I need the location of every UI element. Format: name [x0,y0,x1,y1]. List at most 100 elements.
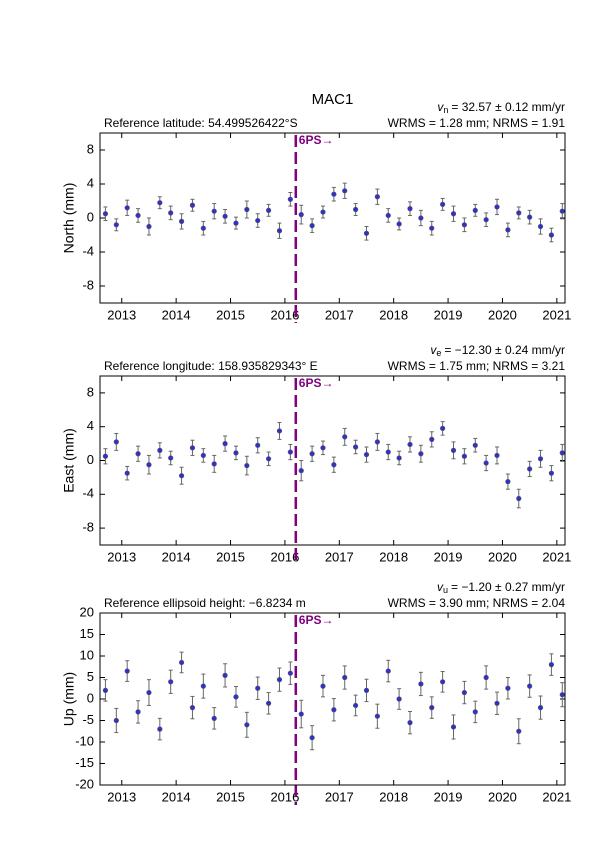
data-point [537,223,544,230]
velocity-text: = −12.30 ± 0.24 mm/yr [444,343,565,357]
stats-label: WRMS = 1.75 mm; NRMS = 3.21 [388,359,566,373]
plot-frame [99,132,566,304]
data-point [320,683,326,689]
data-point [211,715,217,721]
data-point [146,223,152,230]
x-tick-label: 2020 [488,307,517,322]
data-point [527,683,533,689]
plot-frame [99,612,566,786]
data-point [396,455,402,461]
data-point [472,207,478,213]
y-tick-label: -5 [82,712,94,727]
data-point [494,452,500,459]
x-tick-label: 2020 [488,549,517,564]
velocity-text: = −1.20 ± 0.27 mm/yr [451,580,565,594]
data-point [440,201,446,207]
velocity-symbol: v [437,580,444,594]
data-point [374,439,380,445]
velocity-symbol: v [437,100,444,114]
data-point [418,451,424,457]
x-tick-label: 2013 [107,789,136,804]
data-point [157,447,163,453]
data-point [385,668,391,674]
y-axis-label: East (mm) [61,428,77,493]
velocity-label: vu = −1.20 ± 0.27 mm/yr [437,580,565,595]
data-point [353,444,359,450]
data-point [363,687,370,694]
data-point [537,456,544,462]
data-point [178,473,185,479]
event-label: 6PS→ [299,376,334,390]
data-point [483,460,489,466]
velocity-label: ve = −12.30 ± 0.24 mm/yr [430,343,565,358]
x-tick-label: 2021 [542,307,571,322]
data-point [222,213,228,219]
data-point [331,707,337,713]
event-label: 6PS→ [299,133,334,147]
data-point [124,668,130,674]
y-tick-label: 10 [80,647,94,662]
y-tick-label: 0 [87,690,94,705]
data-point [385,212,391,219]
y-axis-label: Up (mm) [61,672,77,726]
data-point [287,449,293,455]
y-tick-label: 0 [87,452,94,467]
data-point [211,461,217,467]
data-point [233,220,239,226]
velocity-subscript: n [443,105,448,115]
data-point [374,713,380,719]
data-point [548,661,555,668]
data-point [113,717,119,724]
x-tick-label: 2016 [270,307,299,322]
data-point [102,453,109,459]
x-tick-label: 2021 [542,789,571,804]
data-point [200,452,206,459]
data-point [189,445,196,451]
data-point [255,442,261,448]
data-point [298,468,304,474]
x-tick-label: 2016 [270,549,299,564]
y-tick-label: -8 [82,520,94,535]
data-point [461,453,467,459]
velocity-subscript: u [443,585,448,595]
data-point [342,188,348,194]
data-point [265,207,272,213]
data-point [124,205,130,211]
y-tick-label: 4 [87,418,94,433]
x-tick-label: 2019 [434,789,463,804]
data-point [102,687,109,694]
data-point [483,674,489,681]
data-point [211,208,217,214]
y-tick-label: -10 [75,733,94,748]
data-point [461,689,467,696]
data-point [200,225,206,231]
data-point [157,200,163,206]
data-point [298,711,304,717]
x-tick-label: 2013 [107,307,136,322]
data-point [396,696,402,702]
data-point [342,434,348,440]
x-tick-label: 2013 [107,549,136,564]
x-tick-label: 2017 [325,549,354,564]
data-point [461,222,467,228]
data-point [320,445,326,451]
data-point [102,211,109,217]
x-tick-label: 2018 [379,307,408,322]
data-point [342,674,348,681]
x-tick-label: 2014 [162,789,191,804]
data-point [244,206,250,213]
y-tick-label: 20 [80,604,94,619]
stats-label: WRMS = 3.90 mm; NRMS = 2.04 [388,596,566,610]
data-point [124,470,130,476]
data-point [287,196,293,202]
x-tick-label: 2015 [216,549,245,564]
data-point [353,702,359,709]
velocity-symbol: v [430,343,437,357]
data-point [429,704,435,711]
data-point [168,455,174,461]
event-label: 6PS→ [299,613,334,627]
y-tick-label: 8 [87,384,94,399]
data-point [276,228,283,234]
data-point [309,451,315,457]
